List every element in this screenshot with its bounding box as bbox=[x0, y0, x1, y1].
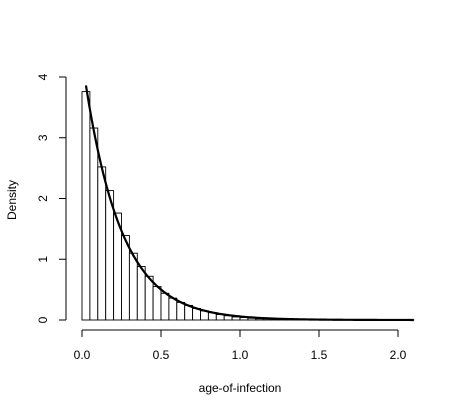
x-axis: 0.0 0.5 1.0 1.5 2.0 bbox=[74, 329, 407, 362]
histogram-bar bbox=[168, 297, 178, 321]
x-tick-label: 1.0 bbox=[232, 348, 249, 362]
histogram-bar bbox=[105, 190, 115, 321]
histogram-bar bbox=[97, 166, 107, 321]
density-curve bbox=[84, 85, 414, 322]
histogram-bar bbox=[160, 292, 170, 321]
histogram-bar bbox=[121, 235, 130, 321]
histogram-bar bbox=[144, 275, 154, 321]
y-tick-label: 3 bbox=[36, 134, 50, 141]
histogram-bar bbox=[128, 252, 138, 321]
y-tick-label: 1 bbox=[36, 256, 50, 263]
y-tick-label: 2 bbox=[36, 195, 50, 202]
y-axis: 0 1 2 3 4 bbox=[36, 73, 67, 323]
y-tick-label: 4 bbox=[36, 73, 50, 80]
x-tick-label: 1.5 bbox=[311, 348, 328, 362]
x-tick-label: 0.0 bbox=[74, 348, 91, 362]
histogram-bar bbox=[81, 91, 91, 321]
x-axis-label: age-of-infection bbox=[199, 381, 282, 395]
histogram-bar bbox=[89, 127, 99, 321]
x-tick-label: 0.5 bbox=[153, 348, 170, 362]
histogram-bar bbox=[152, 286, 162, 321]
histogram-bar bbox=[136, 266, 146, 321]
x-tick-label: 2.0 bbox=[390, 348, 407, 362]
histogram-bar bbox=[176, 301, 186, 321]
y-tick-label: 0 bbox=[36, 316, 50, 323]
y-axis-label: Density bbox=[5, 180, 19, 220]
histogram-bars bbox=[81, 91, 415, 321]
